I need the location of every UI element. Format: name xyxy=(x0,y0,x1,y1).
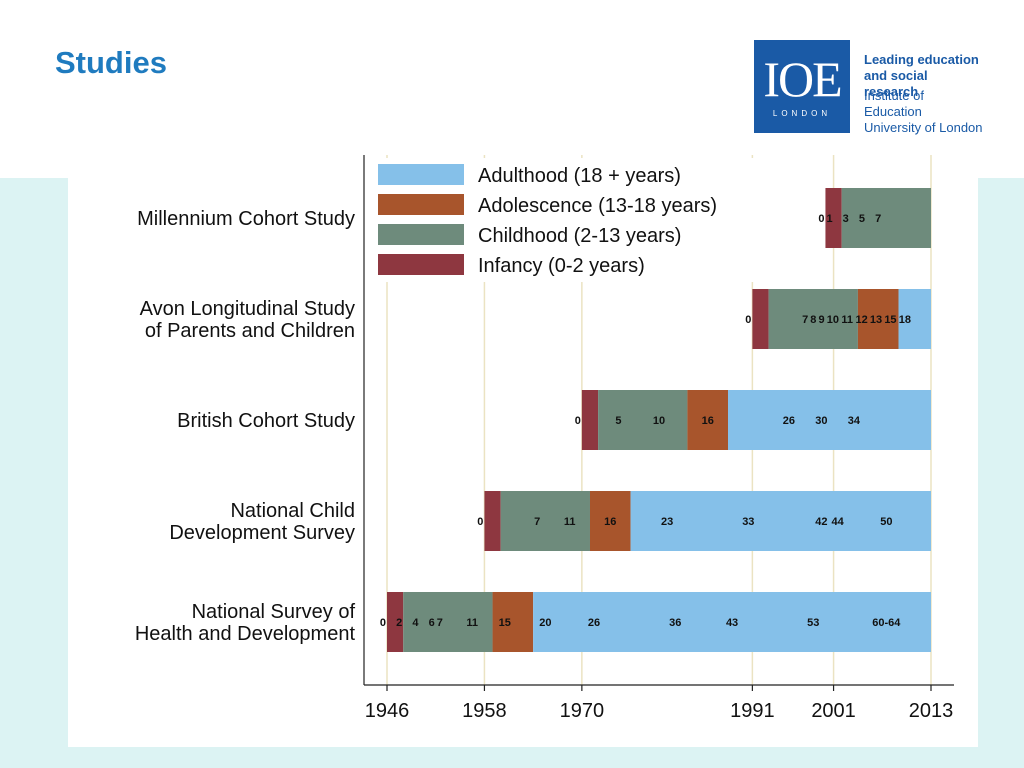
sweep-age-label-4-4: 7 xyxy=(437,617,443,629)
sweep-age-label-3-4: 23 xyxy=(661,516,673,528)
sweep-age-label-3-7: 44 xyxy=(832,516,845,528)
sweep-age-label-4-12: 60-64 xyxy=(872,617,901,629)
bar-segment-2-3 xyxy=(728,390,931,450)
sweep-age-label-3-2: 11 xyxy=(564,516,576,528)
logo-institution: Institute of Education University of Lon… xyxy=(864,88,984,136)
sweep-age-label-4-9: 36 xyxy=(669,617,681,629)
sweep-age-label-4-8: 26 xyxy=(588,617,600,629)
sweep-age-label-1-2: 8 xyxy=(810,314,816,326)
sweep-age-label-1-7: 13 xyxy=(870,314,882,326)
logo-line-3: Institute of Education xyxy=(864,88,924,119)
sweep-age-label-2-0: 0 xyxy=(575,415,581,427)
x-tick-label-2001: 2001 xyxy=(811,700,856,722)
sweep-age-label-3-8: 50 xyxy=(880,516,892,528)
bar-segment-0-0 xyxy=(825,188,842,248)
sweep-age-label-4-3: 6 xyxy=(429,617,435,629)
sweep-age-label-1-5: 11 xyxy=(841,314,853,326)
sweep-age-label-1-3: 9 xyxy=(818,314,824,326)
logo-line-2: and social research xyxy=(864,68,928,99)
bar-segment-1-1 xyxy=(768,289,858,349)
study-label-3-1: Development Survey xyxy=(169,522,355,544)
sweep-age-label-4-5: 11 xyxy=(466,617,478,629)
sweep-age-label-1-9: 18 xyxy=(899,314,911,326)
legend-swatch-0 xyxy=(378,164,464,185)
sweep-age-label-4-0: 0 xyxy=(380,617,386,629)
bar-segment-4-3 xyxy=(533,592,931,652)
legend-label-3: Infancy (0-2 years) xyxy=(478,255,645,277)
sweep-age-label-3-5: 33 xyxy=(742,516,754,528)
x-tick-label-1958: 1958 xyxy=(462,700,507,722)
x-tick-label-1970: 1970 xyxy=(560,700,605,722)
x-tick-label-1991: 1991 xyxy=(730,700,775,722)
sweep-age-label-0-0: 0 xyxy=(818,213,824,225)
sweep-age-label-4-7: 20 xyxy=(539,617,551,629)
sweep-age-label-2-4: 26 xyxy=(783,415,795,427)
sweep-age-label-1-0: 0 xyxy=(745,314,751,326)
sweep-age-label-3-0: 0 xyxy=(477,516,483,528)
bar-segment-3-1 xyxy=(500,491,590,551)
sweep-age-label-4-10: 43 xyxy=(726,617,738,629)
bar-segment-1-3 xyxy=(898,289,931,349)
bar-segment-2-2 xyxy=(687,390,729,450)
sweep-age-label-0-4: 7 xyxy=(875,213,881,225)
legend-label-2: Childhood (2-13 years) xyxy=(478,225,681,247)
bar-segment-4-2 xyxy=(492,592,534,652)
sweep-age-label-1-8: 15 xyxy=(884,314,896,326)
sweep-age-label-0-3: 5 xyxy=(859,213,865,225)
sweep-age-label-2-6: 34 xyxy=(848,415,861,427)
sweep-age-label-1-4: 10 xyxy=(827,314,839,326)
sweep-age-label-2-5: 30 xyxy=(815,415,827,427)
bar-segment-3-0 xyxy=(484,491,501,551)
legend-swatch-3 xyxy=(378,254,464,275)
logo-mark: IOE xyxy=(763,51,842,107)
legend-swatch-2 xyxy=(378,224,464,245)
sweep-age-label-4-1: 2 xyxy=(396,617,402,629)
study-label-0-0: Millennium Cohort Study xyxy=(137,208,355,230)
study-label-4-1: Health and Development xyxy=(135,623,356,645)
bar-segment-1-0 xyxy=(752,289,769,349)
sweep-age-label-3-3: 16 xyxy=(604,516,616,528)
logo-line-1: Leading education xyxy=(864,52,979,67)
study-label-3-0: National Child xyxy=(230,500,355,522)
sweep-age-label-3-6: 42 xyxy=(815,516,827,528)
sweep-age-label-4-6: 15 xyxy=(499,617,511,629)
x-tick-label-1946: 1946 xyxy=(365,700,410,722)
legend-label-1: Adolescence (13-18 years) xyxy=(478,195,717,217)
bar-segment-2-0 xyxy=(581,390,599,450)
legend-swatch-1 xyxy=(378,194,464,215)
bar-segment-0-1 xyxy=(841,188,931,248)
logo-mark-box: IOE LONDON xyxy=(754,40,850,133)
study-label-2-0: British Cohort Study xyxy=(177,410,355,432)
bar-segment-3-2 xyxy=(589,491,631,551)
ioe-logo: IOE LONDON Leading education and social … xyxy=(754,40,984,136)
legend-label-0: Adulthood (18 + years) xyxy=(478,165,681,187)
bar-segment-1-2 xyxy=(857,289,899,349)
study-label-1-1: of Parents and Children xyxy=(145,320,355,342)
sweep-age-label-1-6: 12 xyxy=(856,314,868,326)
x-tick-label-2013: 2013 xyxy=(909,700,954,722)
sweep-age-label-3-1: 7 xyxy=(534,516,540,528)
study-label-4-0: National Survey of xyxy=(192,601,356,623)
sweep-age-label-2-2: 10 xyxy=(653,415,665,427)
sweep-age-label-4-2: 4 xyxy=(412,617,419,629)
bar-segment-2-1 xyxy=(598,390,688,450)
bar-segment-3-3 xyxy=(630,491,931,551)
logo-sub: LONDON xyxy=(772,109,832,118)
sweep-age-label-1-1: 7 xyxy=(802,314,808,326)
slide-title: Studies xyxy=(55,45,167,80)
bar-segment-4-0 xyxy=(387,592,404,652)
study-label-1-0: Avon Longitudinal Study xyxy=(140,298,355,320)
sweep-age-label-4-11: 53 xyxy=(807,617,819,629)
logo-tagline: Leading education and social research xyxy=(864,52,984,100)
sweep-age-label-2-3: 16 xyxy=(702,415,714,427)
sweep-age-label-0-2: 3 xyxy=(843,213,849,225)
bar-segment-4-1 xyxy=(403,592,493,652)
sweep-age-label-2-1: 5 xyxy=(615,415,621,427)
sweep-age-label-0-1: 1 xyxy=(827,213,833,225)
logo-line-4: University of London xyxy=(864,120,983,135)
